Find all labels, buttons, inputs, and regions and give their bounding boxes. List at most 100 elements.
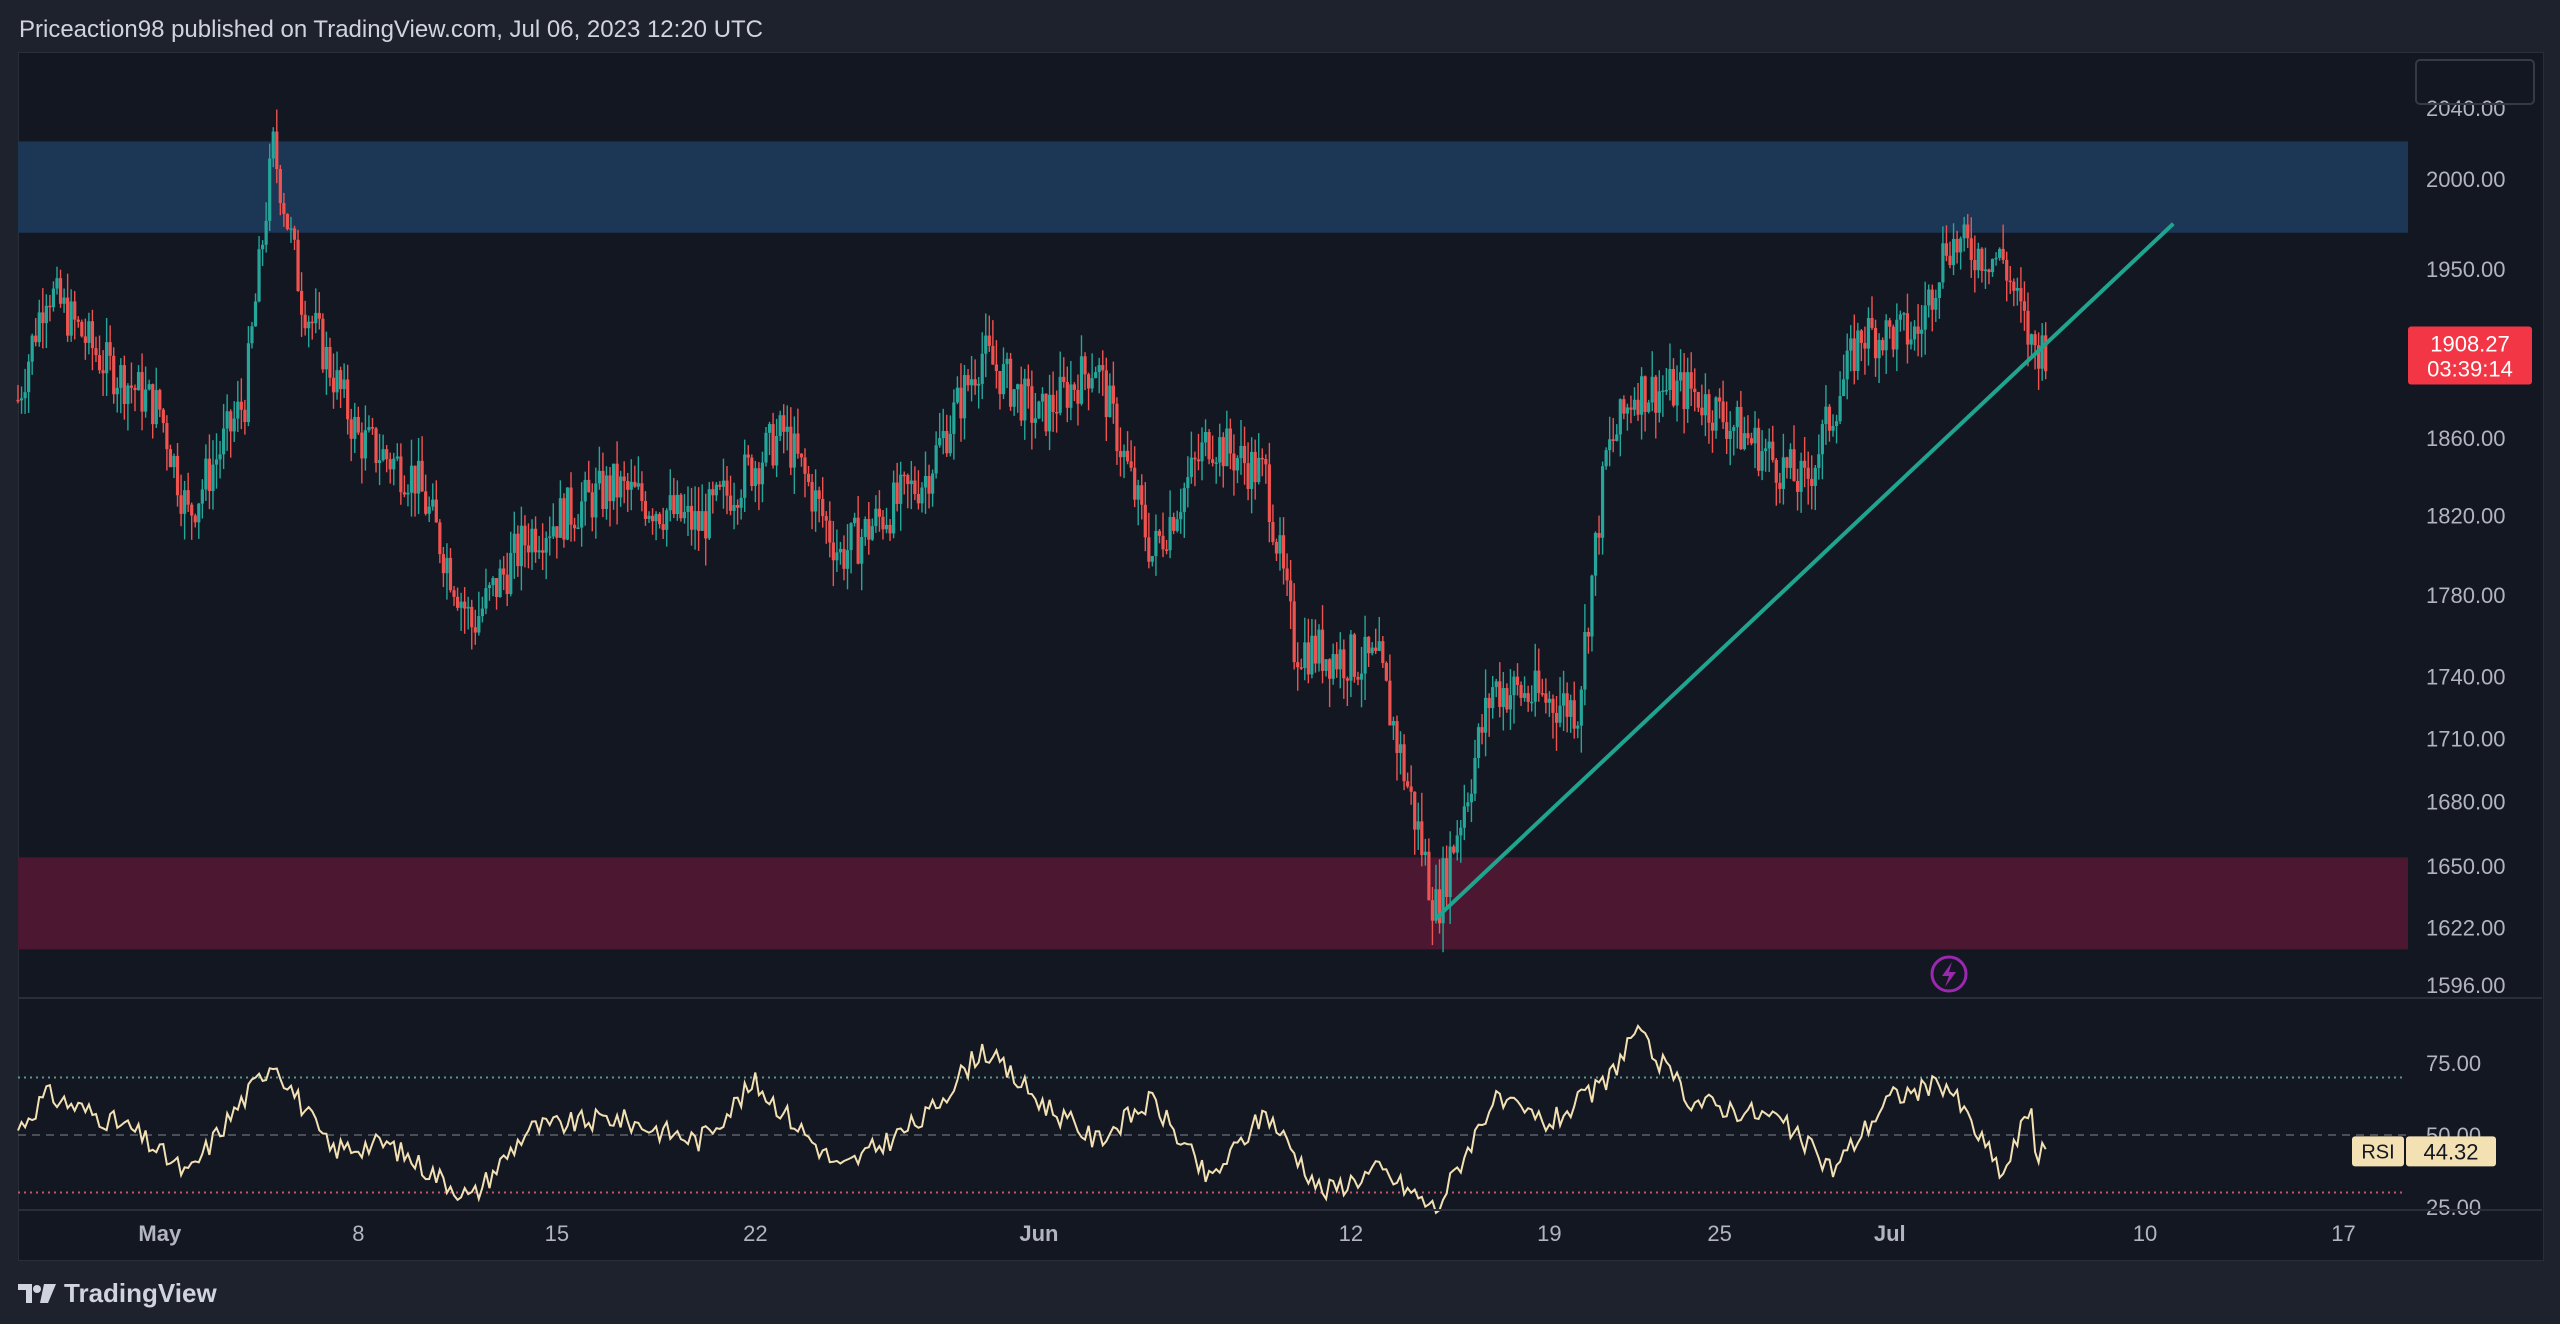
candle-down [292, 225, 297, 251]
candle-down [1228, 418, 1232, 470]
candle-up [55, 266, 59, 295]
candle-down [2005, 251, 2009, 302]
candle-up [44, 294, 48, 349]
candle-body [984, 335, 988, 354]
candle-body [34, 335, 38, 343]
candle-body [1466, 802, 1470, 807]
candle-up [1632, 387, 1637, 416]
candle-down [640, 471, 644, 512]
candle-body [760, 462, 765, 485]
candle-body [1792, 449, 1796, 481]
candle-body [1632, 399, 1637, 410]
candle-body [594, 483, 598, 518]
candle-body [214, 459, 219, 465]
candle-down [2037, 332, 2041, 390]
candle-body [1299, 667, 1303, 669]
candle-body [1831, 425, 1835, 431]
candle-up [1558, 677, 1562, 728]
candle-up [1668, 343, 1672, 401]
candle-body [1625, 407, 1630, 414]
candle-down [1299, 658, 1303, 670]
candle-body [239, 401, 243, 410]
candle-down [1026, 364, 1030, 409]
candle-up [1962, 216, 1966, 252]
candle-down [1803, 436, 1807, 488]
candle-up [271, 127, 275, 168]
candle-body [555, 526, 559, 538]
candle-body [1703, 394, 1707, 416]
candle-down [108, 325, 112, 371]
time-tick-label: 15 [545, 1221, 569, 1246]
candle-body [789, 426, 793, 468]
candle-up [1225, 410, 1229, 467]
candle-body [1820, 424, 1824, 455]
candle-body [51, 288, 56, 308]
candle-down [615, 441, 619, 525]
chart-area[interactable] [18, 52, 2544, 1261]
candle-up [1530, 685, 1534, 712]
candle-body [1647, 402, 1651, 412]
last-price-badge [2408, 326, 2532, 385]
candle-up [1820, 419, 1824, 480]
candle-up [1934, 289, 1938, 322]
candle-up [1469, 779, 1474, 823]
candle-body [257, 249, 261, 302]
candle-down [441, 546, 445, 588]
candle-up [874, 495, 878, 533]
candle-body [459, 601, 463, 608]
candle-body [1856, 330, 1860, 371]
candle-body [1852, 338, 1856, 371]
candle-up [1686, 357, 1690, 423]
ascending-trendline [1434, 222, 2175, 920]
time-tick-label: 25 [1707, 1221, 1731, 1246]
candle-up [1647, 399, 1651, 414]
tradingview-logo[interactable]: TradingView [18, 1278, 217, 1309]
candle-body [101, 370, 105, 374]
candle-up [1331, 643, 1335, 685]
candle-down [881, 510, 885, 540]
candle-up [764, 427, 768, 467]
candle-down [243, 399, 247, 435]
candle-body [385, 449, 389, 460]
candle-down [1717, 388, 1722, 419]
candle-down [1221, 432, 1225, 488]
candle-up [1090, 353, 1094, 393]
candle-up [1359, 646, 1364, 708]
candle-body [725, 480, 729, 496]
candle-up [30, 333, 34, 375]
candle-down [1540, 678, 1544, 697]
candle-body [1693, 388, 1697, 392]
candle-body [1377, 641, 1381, 651]
candle-up [197, 502, 201, 539]
candle-body [1111, 385, 1115, 404]
candle-up [899, 461, 903, 531]
candle-up [1189, 431, 1193, 484]
candle-body [1189, 457, 1193, 478]
candle-down [1140, 474, 1144, 520]
candle-up [767, 421, 772, 456]
candle-body [544, 538, 548, 553]
candle-body [1441, 858, 1445, 924]
candle-down [913, 466, 917, 501]
candle-body [977, 383, 981, 386]
candle-body [923, 476, 928, 488]
candle-down [158, 388, 162, 418]
candle-up [498, 559, 502, 598]
candle-up [1434, 864, 1438, 924]
candle-body [675, 494, 679, 515]
candle-down [1076, 374, 1080, 426]
candle-up [1898, 310, 1902, 332]
candle-body [1445, 858, 1449, 897]
candle-body [945, 431, 949, 454]
candle-up [1983, 247, 1988, 289]
candle-body [1600, 466, 1605, 538]
candle-down [1072, 382, 1076, 402]
candle-body [58, 278, 63, 304]
candle-down [1118, 427, 1123, 477]
candle-body [697, 511, 701, 531]
candle-down [782, 404, 786, 454]
lightning-icon[interactable] [1930, 955, 1968, 993]
candle-body [222, 428, 226, 455]
candle-up [1732, 424, 1736, 456]
